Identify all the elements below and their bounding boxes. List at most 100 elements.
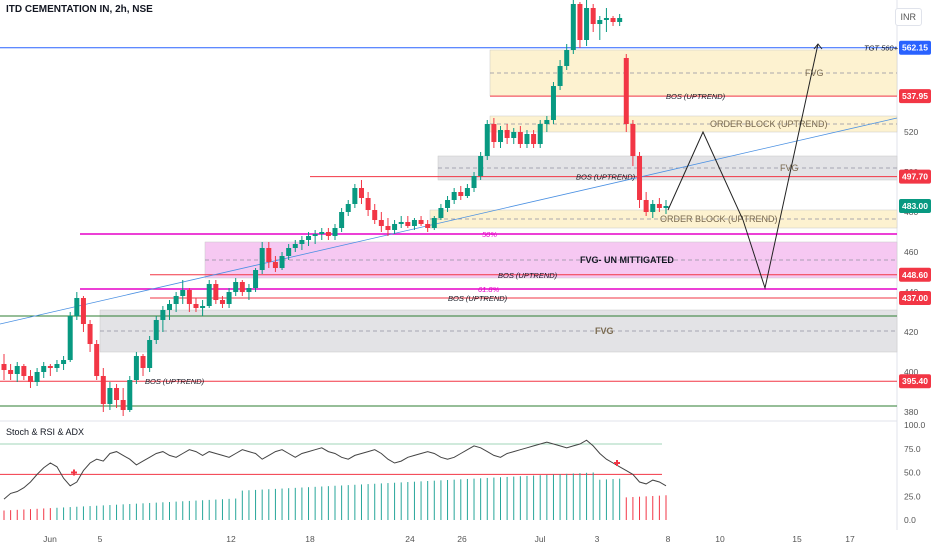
candle-body (41, 366, 47, 372)
candle-body (458, 192, 464, 196)
price-tick-label: 400 (904, 367, 918, 377)
candle-body (385, 226, 391, 230)
level-label: 50% (482, 230, 497, 239)
candle-body (418, 220, 424, 224)
price-badge-label: 437.00 (902, 293, 928, 303)
candle-body (27, 376, 33, 382)
candle-body (266, 248, 272, 262)
indicator-title: Stoch & RSI & ADX (6, 427, 85, 437)
level-label: TGT 560+ (864, 44, 899, 53)
candle-body (531, 134, 537, 144)
price-badge-label: 562.15 (902, 43, 928, 53)
candle-body (597, 20, 603, 24)
candle-body (332, 228, 338, 236)
candle-body (114, 388, 120, 400)
candle-body (478, 156, 484, 176)
candle-body (100, 376, 106, 404)
candle-body (517, 132, 523, 144)
osc-tick-label: 100.0 (904, 420, 926, 430)
candle-body (239, 282, 245, 292)
x-tick-label: Jun (43, 534, 57, 544)
x-tick-label: 8 (666, 534, 671, 544)
candle-body (325, 232, 331, 236)
candle-body (617, 18, 623, 22)
candle-body (504, 130, 510, 138)
candle-body (160, 310, 166, 320)
currency-button[interactable]: INR (894, 8, 922, 26)
x-tick-label: 3 (595, 534, 600, 544)
price-badge (899, 374, 931, 389)
candle-body (213, 284, 219, 300)
candle-body (590, 8, 596, 24)
osc-line (3, 439, 667, 500)
candle-body (246, 288, 252, 292)
zone-label: FVG (595, 326, 614, 336)
candle-body (312, 234, 318, 236)
candle-body (372, 210, 378, 220)
candle-body (431, 218, 437, 228)
candle-body (451, 192, 457, 200)
candle-body (345, 204, 351, 212)
candle-body (365, 198, 371, 210)
osc-tick-label: 50.0 (904, 468, 921, 478)
candle-body (392, 224, 398, 230)
projection-path (667, 43, 819, 290)
zone-box (437, 155, 898, 181)
candle-body (206, 284, 212, 306)
candle-body (219, 300, 225, 304)
price-badge-label: 448.60 (902, 270, 928, 280)
level-label: BOS (UPTREND) (666, 92, 726, 101)
symbol-title: ITD CEMENTATION IN, 2h, NSE (6, 4, 153, 15)
candle-body (577, 4, 583, 40)
x-tick-label: 17 (845, 534, 855, 544)
candle-body (564, 50, 570, 66)
price-badge (899, 89, 931, 104)
candle-body (491, 124, 497, 142)
candle-body (425, 224, 431, 228)
candle-body (54, 364, 60, 368)
candle-body (630, 124, 636, 156)
zone-label: FVG- UN MITTIGATED (580, 255, 674, 265)
candle-body (193, 304, 199, 308)
osc-tick-label: 75.0 (904, 444, 921, 454)
osc-signal-marker (71, 469, 77, 476)
candle-body (47, 366, 53, 368)
candle-body (153, 320, 159, 340)
price-badge-label: 395.40 (902, 376, 928, 386)
price-tick-label: 520 (904, 127, 918, 137)
candle-body (1, 364, 7, 370)
candle-body (557, 66, 563, 86)
zone-label: ORDER BLOCK (UPTREND) (660, 214, 778, 224)
candle-body (133, 356, 139, 380)
candle-body (464, 188, 470, 196)
candle-body (233, 282, 239, 292)
candle-body (299, 240, 305, 244)
candle-body (180, 290, 186, 296)
candle-body (286, 248, 292, 256)
candle-body (643, 200, 649, 212)
x-tick-label: 12 (226, 534, 236, 544)
candle-body (610, 18, 616, 22)
candle-body (61, 360, 67, 364)
candle-body (471, 176, 477, 188)
trend-line (0, 117, 898, 325)
zone-label: FVG (805, 68, 824, 78)
price-badge-label: 497.70 (902, 172, 928, 182)
candle-body (173, 296, 179, 304)
x-tick-label: 10 (715, 534, 725, 544)
candle-body (272, 262, 278, 268)
projection-arrow (813, 43, 823, 50)
candle-body (107, 388, 113, 404)
price-tick-label: 460 (904, 247, 918, 257)
candle-body (226, 292, 232, 304)
candle-body (253, 270, 259, 288)
candle-body (398, 222, 404, 224)
candle-body (550, 86, 556, 120)
candle-body (67, 316, 73, 360)
level-label: BOS (UPTREND) (145, 377, 205, 386)
candle-body (94, 344, 100, 376)
price-badge-label: 537.95 (902, 91, 928, 101)
candle-body (319, 232, 325, 234)
price-tick-label: 420 (904, 327, 918, 337)
